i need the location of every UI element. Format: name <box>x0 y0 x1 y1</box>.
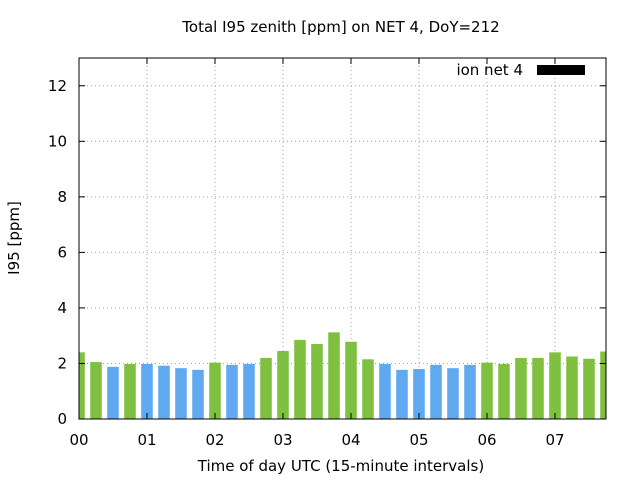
bar <box>532 357 544 419</box>
bar <box>362 359 374 419</box>
bar <box>549 352 561 419</box>
bar <box>396 369 408 419</box>
bar <box>600 351 606 419</box>
grid-lines <box>79 58 606 419</box>
bar <box>226 364 238 419</box>
x-axis-ticks: 00 01 02 03 04 05 06 07 <box>69 58 565 449</box>
x-axis-label: Time of day UTC (15-minute intervals) <box>197 457 484 475</box>
bar <box>124 364 136 419</box>
bar <box>413 369 425 419</box>
y-tick-label: 12 <box>48 77 67 95</box>
bar <box>243 364 255 419</box>
bar <box>583 358 595 419</box>
y-axis-label: I95 [ppm] <box>5 201 23 275</box>
bar <box>566 356 578 419</box>
bar <box>192 369 204 419</box>
bars <box>79 332 606 419</box>
bar <box>515 357 527 419</box>
y-tick-label: 8 <box>57 188 67 206</box>
bar <box>141 364 153 419</box>
bar <box>311 344 323 419</box>
bar <box>175 368 187 419</box>
bar <box>277 350 289 419</box>
bar <box>481 362 493 419</box>
bar <box>79 352 85 419</box>
x-tick-label: 01 <box>137 431 156 449</box>
bar <box>464 364 476 419</box>
chart-title: Total I95 zenith [ppm] on NET 4, DoY=212 <box>181 18 499 36</box>
bar <box>430 364 442 419</box>
legend-swatch <box>537 65 585 75</box>
x-tick-label: 04 <box>341 431 360 449</box>
x-tick-label: 06 <box>477 431 496 449</box>
y-axis-ticks: 0 2 4 6 8 10 12 <box>48 77 606 428</box>
bar <box>260 357 272 419</box>
y-tick-label: 4 <box>57 299 67 317</box>
y-tick-label: 10 <box>48 132 67 150</box>
bar <box>447 368 459 419</box>
x-tick-label: 02 <box>205 431 224 449</box>
x-tick-label: 00 <box>69 431 88 449</box>
bar <box>209 362 221 419</box>
bar <box>294 339 306 419</box>
x-tick-label: 03 <box>273 431 292 449</box>
bar <box>379 364 391 419</box>
plot-frame <box>78 57 607 420</box>
legend: ion net 4 <box>456 61 585 79</box>
y-tick-label: 0 <box>57 410 67 428</box>
bar <box>498 364 510 419</box>
y-tick-label: 6 <box>57 243 67 261</box>
y-tick-label: 2 <box>57 354 67 372</box>
bar <box>158 365 170 419</box>
legend-label: ion net 4 <box>456 61 523 79</box>
x-tick-label: 07 <box>545 431 564 449</box>
bar <box>90 362 102 419</box>
x-tick-label: 05 <box>409 431 428 449</box>
bar <box>328 332 340 419</box>
bar <box>345 341 357 419</box>
bar <box>107 366 119 419</box>
